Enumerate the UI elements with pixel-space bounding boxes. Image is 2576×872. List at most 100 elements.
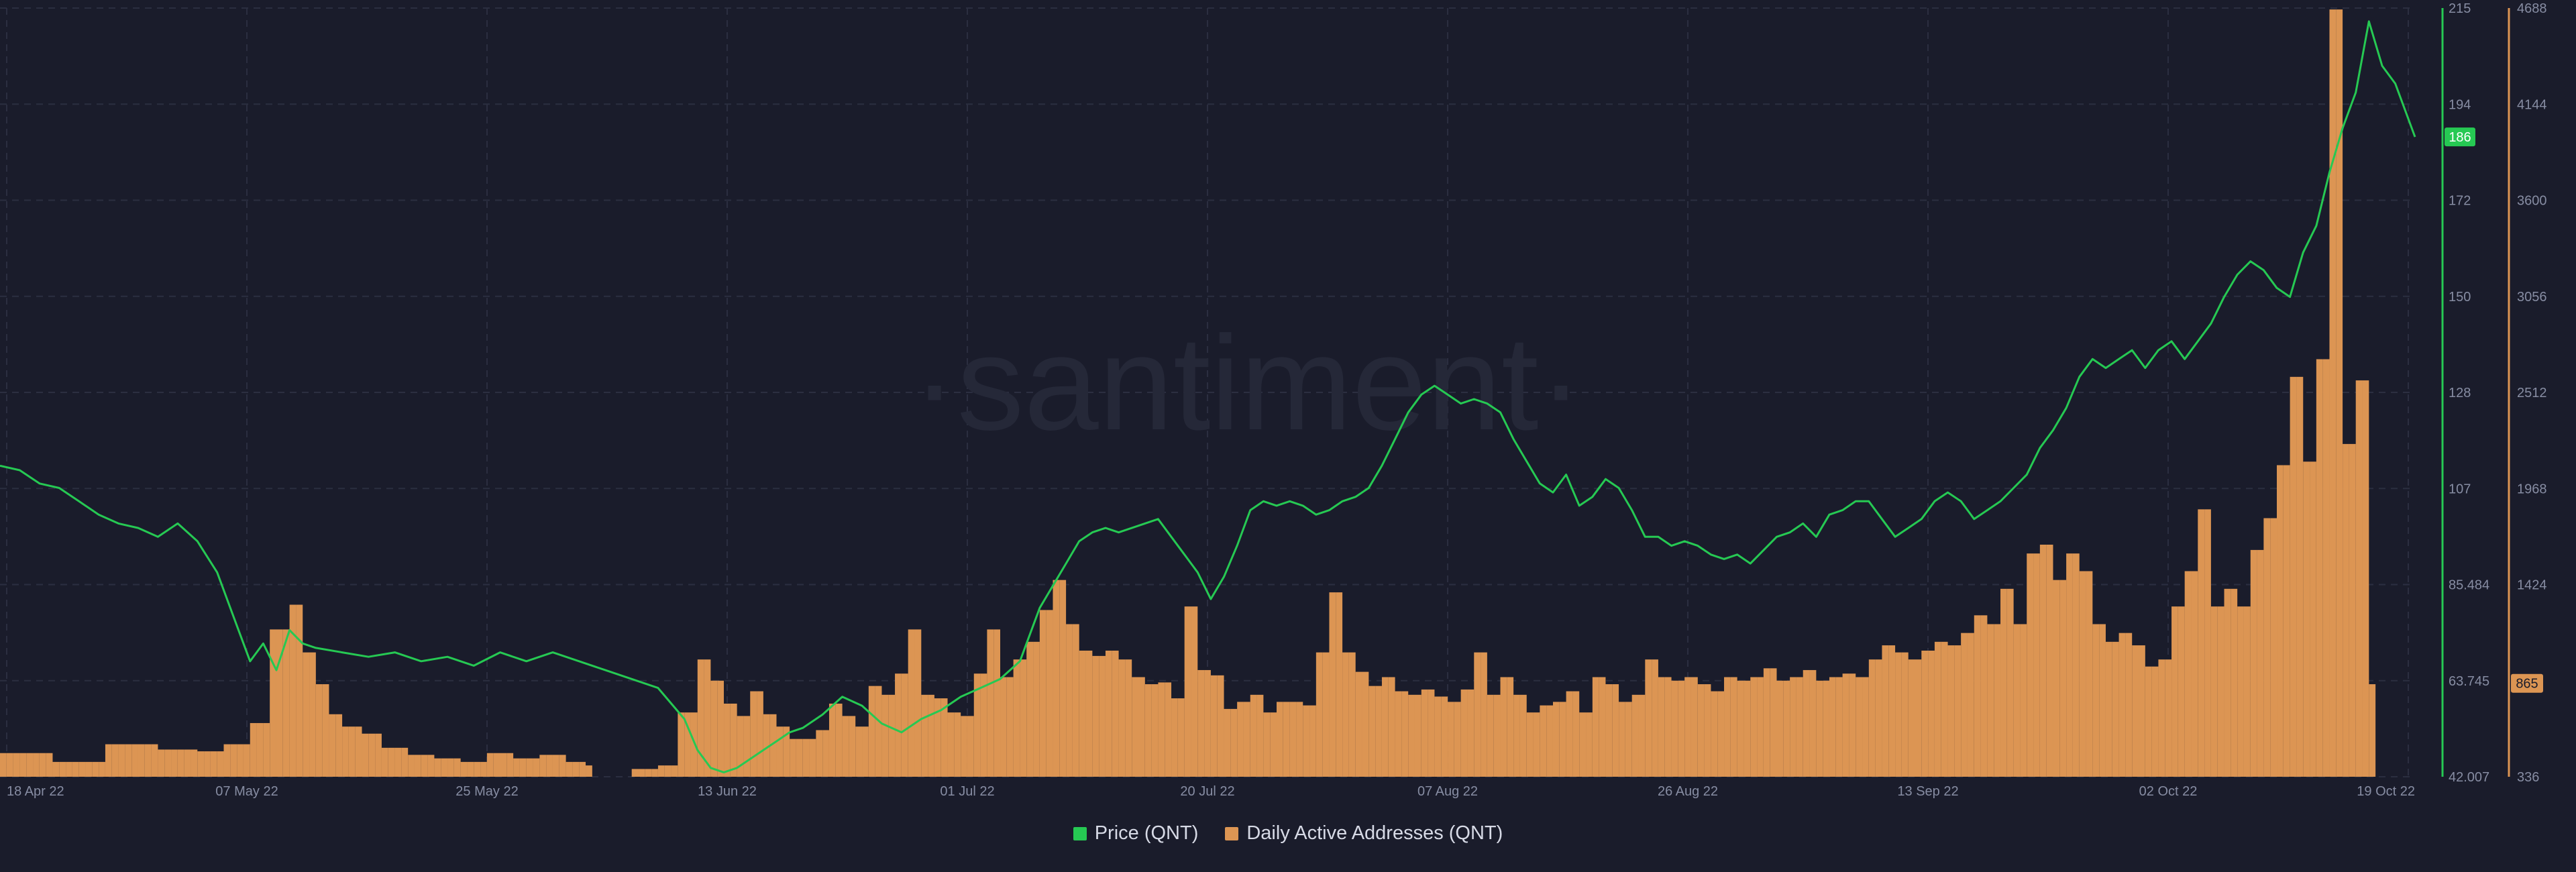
active-addresses-bar: [1842, 673, 1849, 777]
active-addresses-bar: [394, 747, 402, 777]
active-addresses-bar: [26, 753, 34, 777]
active-addresses-bar: [1184, 606, 1191, 777]
active-addresses-bar: [144, 744, 152, 777]
active-addresses-bar: [704, 659, 711, 777]
active-addresses-bar: [1513, 694, 1520, 777]
active-addresses-bar: [1460, 689, 1468, 777]
active-addresses-bar: [2053, 580, 2060, 777]
active-addresses-bar: [881, 694, 889, 777]
legend: Price (QNT) Daily Active Addresses (QNT): [0, 822, 2576, 844]
active-addresses-bar: [533, 758, 540, 777]
active-addresses-bar: [1915, 659, 1922, 777]
active-addresses-bar: [237, 744, 244, 777]
active-addresses-bar: [2092, 624, 2100, 777]
active-addresses-bar: [1177, 698, 1185, 777]
active-addresses-bar: [1823, 680, 1829, 777]
active-addresses-bar: [500, 753, 507, 777]
active-addresses-bar: [1368, 686, 1376, 777]
active-addresses-bar: [1690, 677, 1698, 777]
active-addresses-bar: [1144, 684, 1152, 777]
active-addresses-bar: [151, 744, 158, 777]
x-tick-label: 13 Jun 22: [698, 784, 757, 799]
active-addresses-bar: [895, 673, 902, 777]
active-addresses-bar: [1381, 677, 1389, 777]
active-addresses-bar: [1388, 677, 1395, 777]
active-addresses-bar: [1526, 712, 1534, 777]
active-addresses-bar: [309, 652, 316, 777]
active-addresses-bar: [105, 744, 112, 777]
addresses-tick-label: 4688: [2517, 1, 2547, 16]
active-addresses-bar: [855, 726, 863, 777]
active-addresses-bar: [657, 765, 665, 777]
active-addresses-bar: [99, 761, 105, 777]
active-addresses-bar: [1013, 659, 1020, 777]
active-addresses-bar: [486, 753, 494, 777]
active-addresses-bar: [1625, 702, 1632, 777]
active-addresses-bar: [1572, 691, 1580, 777]
active-addresses-bar: [282, 629, 290, 777]
active-addresses-bar: [862, 726, 869, 777]
active-addresses-bar: [1105, 650, 1112, 777]
active-addresses-bar: [315, 684, 323, 777]
active-addresses-bar: [914, 629, 922, 777]
active-addresses-bar: [1862, 677, 1869, 777]
legend-price-label: Price (QNT): [1094, 822, 1199, 844]
active-addresses-bar: [1638, 694, 1646, 777]
active-addresses-bar: [928, 694, 934, 777]
active-addresses-bar: [223, 744, 231, 777]
active-addresses-bar: [2145, 666, 2152, 777]
active-addresses-bar: [2132, 645, 2139, 777]
active-addresses-bar: [559, 755, 566, 777]
addresses-current-value: 865: [2516, 677, 2538, 692]
active-addresses-bar: [1303, 705, 1310, 777]
active-addresses-bar: [401, 747, 409, 777]
active-addresses-bar: [2336, 9, 2343, 777]
active-addresses-bar: [1711, 691, 1718, 777]
active-addresses-bar: [908, 629, 915, 777]
active-addresses-bar: [835, 703, 843, 777]
active-addresses-bar: [1750, 677, 1758, 777]
active-addresses-bar: [2191, 571, 2198, 777]
legend-item-price[interactable]: Price (QNT): [1073, 822, 1199, 844]
x-tick-label: 02 Oct 22: [2139, 784, 2198, 799]
active-addresses-bar: [1605, 684, 1613, 777]
active-addresses-bar: [566, 761, 573, 777]
active-addresses-bar: [2316, 359, 2323, 777]
active-addresses-bar: [572, 761, 580, 777]
active-addresses-bar: [217, 751, 224, 777]
x-tick-label: 07 May 22: [215, 784, 278, 799]
price-current-value: 186: [2449, 130, 2471, 145]
active-addresses-bar: [1770, 668, 1777, 777]
active-addresses-bar: [1493, 694, 1501, 777]
active-addresses-bar: [1197, 669, 1205, 777]
active-addresses-bar: [2151, 666, 2159, 777]
active-addresses-bar: [1500, 677, 1507, 777]
active-addresses-bar: [1053, 580, 1060, 777]
active-addresses-bar: [816, 730, 823, 777]
active-addresses-bar: [1757, 677, 1764, 777]
active-addresses-bar: [2184, 571, 2192, 777]
active-addresses-bar: [1092, 655, 1099, 777]
active-addresses-bar: [1237, 702, 1244, 777]
addresses-tick-label: 1968: [2517, 482, 2547, 496]
x-tick-label: 13 Sep 22: [1897, 784, 1958, 799]
active-addresses-bar: [1980, 615, 1988, 777]
price-tick-label: 107: [2449, 482, 2471, 496]
active-addresses-bar: [1079, 650, 1086, 777]
active-addresses-bar: [1954, 645, 1962, 777]
active-addresses-bar: [730, 703, 737, 777]
active-addresses-bar: [1619, 702, 1625, 777]
active-addresses-bar: [177, 749, 184, 777]
x-tick-label: 01 Jul 22: [940, 784, 994, 799]
active-addresses-bar: [131, 744, 138, 777]
active-addresses-bar: [13, 753, 20, 777]
active-addresses-bar: [994, 629, 1001, 777]
active-addresses-bar: [0, 753, 7, 777]
legend-item-addresses[interactable]: Daily Active Addresses (QNT): [1225, 822, 1503, 844]
addresses-tick-label: 4144: [2517, 97, 2547, 112]
active-addresses-bar: [724, 703, 731, 777]
active-addresses-bar: [1776, 680, 1784, 777]
x-tick-label: 19 Oct 22: [2357, 784, 2415, 799]
active-addresses-bar: [796, 739, 803, 777]
active-addresses-bar: [901, 673, 908, 777]
